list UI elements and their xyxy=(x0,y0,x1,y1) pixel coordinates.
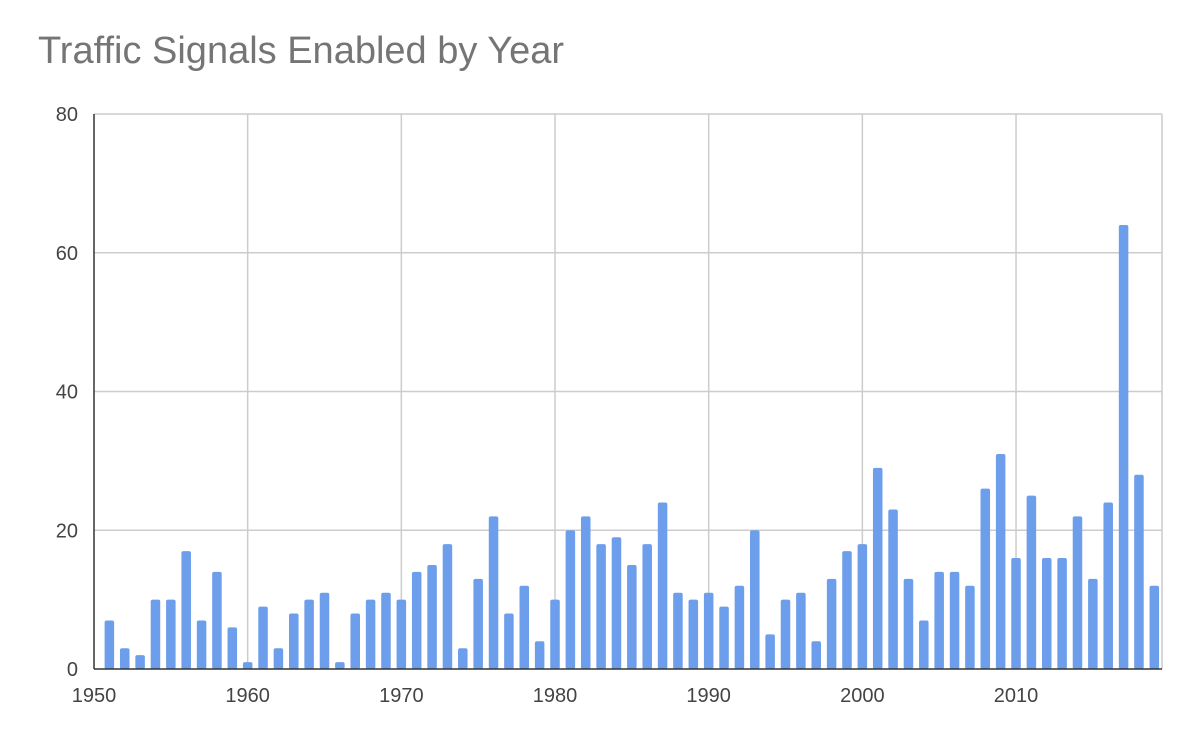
bar xyxy=(411,571,422,669)
x-tick-label: 1990 xyxy=(686,685,731,707)
bar xyxy=(350,613,361,669)
bar xyxy=(811,641,822,669)
bar xyxy=(289,613,299,669)
bar xyxy=(504,613,514,669)
bar xyxy=(119,648,130,669)
bar xyxy=(1118,225,1129,669)
bar xyxy=(919,620,929,669)
bar xyxy=(642,544,652,669)
bar xyxy=(1072,516,1083,669)
bar xyxy=(780,599,791,669)
bar xyxy=(166,599,176,669)
bar xyxy=(888,509,898,669)
bar xyxy=(903,578,914,669)
bars xyxy=(104,225,1160,669)
bar xyxy=(1011,558,1021,669)
y-tick-label: 0 xyxy=(67,659,78,681)
bar xyxy=(611,537,622,669)
bar xyxy=(703,592,714,669)
bar xyxy=(458,648,468,669)
bar xyxy=(427,564,437,669)
bar xyxy=(826,578,837,669)
bar xyxy=(488,516,499,669)
bar xyxy=(627,564,637,669)
bar xyxy=(765,634,775,669)
bar xyxy=(242,662,253,669)
bar xyxy=(534,641,545,669)
bar xyxy=(104,620,115,669)
bar xyxy=(949,571,960,669)
bar xyxy=(196,620,207,669)
x-tick-label: 1960 xyxy=(225,685,270,707)
bar xyxy=(965,585,975,669)
x-tick-label: 2000 xyxy=(840,685,885,707)
bar xyxy=(580,516,591,669)
bar xyxy=(719,606,729,669)
bar xyxy=(980,488,991,669)
bar xyxy=(857,544,868,669)
bar xyxy=(934,571,944,669)
bar xyxy=(319,592,330,669)
bar xyxy=(473,578,483,669)
bar xyxy=(734,585,745,669)
bar xyxy=(1057,558,1067,669)
bar xyxy=(335,662,345,669)
bar xyxy=(519,585,530,669)
bar xyxy=(212,571,222,669)
bar xyxy=(872,467,883,669)
bar xyxy=(750,530,760,669)
bar xyxy=(1026,495,1037,669)
y-tick-label: 40 xyxy=(56,382,78,404)
bar xyxy=(258,606,268,669)
x-tick-label: 1970 xyxy=(379,685,424,707)
y-tick-label: 80 xyxy=(56,104,78,126)
bar xyxy=(442,544,453,669)
bar xyxy=(181,551,191,669)
bar xyxy=(381,592,391,669)
x-tick-label: 1950 xyxy=(72,685,117,707)
axes xyxy=(93,114,1162,670)
bar xyxy=(273,648,284,669)
bar xyxy=(1041,558,1052,669)
bar xyxy=(227,627,238,669)
bar xyxy=(596,544,606,669)
bar xyxy=(550,599,560,669)
chart-title: Traffic Signals Enabled by Year xyxy=(38,30,565,72)
bar xyxy=(796,592,806,669)
bar xyxy=(842,551,852,669)
bar xyxy=(1134,474,1144,669)
bar xyxy=(304,599,314,669)
x-tick-label: 2010 xyxy=(994,685,1039,707)
bar xyxy=(688,599,699,669)
bar xyxy=(565,530,576,669)
bar xyxy=(1088,578,1098,669)
y-tick-label: 60 xyxy=(56,243,78,265)
bar xyxy=(657,502,668,669)
bar xyxy=(396,599,407,669)
tick-labels: 0 20 40 60 80 1950 1960 1970 1980 1990 2000 2010 xyxy=(56,104,1039,707)
y-tick-label: 20 xyxy=(56,520,78,542)
bar xyxy=(673,592,683,669)
bar xyxy=(135,655,145,669)
x-tick-label: 1980 xyxy=(533,685,578,707)
bar xyxy=(1103,502,1113,669)
bar xyxy=(150,599,161,669)
bar xyxy=(995,453,1006,669)
bar xyxy=(365,599,376,669)
bar xyxy=(1149,585,1160,669)
